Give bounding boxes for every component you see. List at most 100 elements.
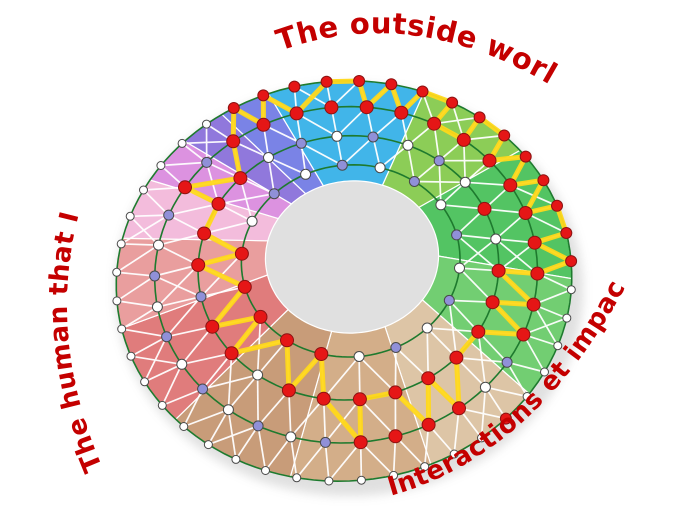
web-line [202, 374, 258, 390]
web-line [183, 388, 204, 427]
web-line [256, 339, 288, 376]
node-r1-17 [353, 435, 368, 450]
node-r3-11 [280, 333, 294, 348]
web-line [256, 374, 259, 426]
web-line [154, 264, 199, 277]
node-r0-29 [157, 400, 167, 410]
web-line [394, 435, 426, 468]
web-line [379, 144, 409, 169]
node-r0-32 [117, 324, 127, 334]
node-r2-23 [233, 171, 248, 186]
node-r2-18 [205, 319, 220, 334]
node-r2-7 [491, 263, 506, 278]
node-r0-26 [231, 454, 241, 464]
node-r1-0 [324, 100, 339, 115]
web-line [290, 398, 325, 438]
node-r0-14 [553, 341, 563, 351]
node-r2-2 [402, 139, 414, 151]
node-r0-42 [257, 89, 270, 102]
node-r0-8 [537, 174, 550, 187]
node-r1-31 [226, 134, 241, 149]
node-r0-27 [203, 440, 213, 450]
node-r1-3 [427, 116, 442, 131]
label-outside-world-text: The outside world [0, 0, 563, 91]
web-line [121, 306, 158, 330]
node-r1-14 [452, 401, 466, 416]
node-r2-20 [191, 258, 206, 272]
web-line [267, 157, 276, 194]
node-r1-10 [526, 297, 541, 312]
node-r1-1 [359, 100, 374, 115]
node-r2-13 [352, 392, 367, 407]
web-line [322, 398, 327, 443]
web-line [257, 389, 290, 427]
node-r0-21 [389, 470, 399, 480]
web-line [484, 386, 507, 420]
node-r0-30 [140, 377, 150, 387]
node-r0-20 [420, 462, 430, 472]
node-r0-15 [540, 367, 549, 377]
node-r2-21 [197, 226, 212, 241]
web-line [160, 161, 207, 167]
node-r2-22 [211, 196, 226, 211]
web-line [458, 267, 494, 303]
web-line [532, 304, 559, 347]
web-line [121, 328, 167, 338]
web-line [116, 271, 155, 277]
web-line [324, 442, 330, 482]
web-line [227, 374, 259, 411]
web-line [506, 361, 528, 397]
web-line [477, 331, 487, 388]
web-line [456, 234, 496, 240]
wheel [112, 75, 583, 496]
node-r3-7 [421, 322, 433, 334]
web-line [143, 336, 168, 383]
node-r3-1 [374, 162, 386, 174]
node-r0-25 [261, 466, 270, 475]
node-r0-33 [112, 296, 122, 306]
web-line [239, 177, 253, 222]
node-r2-16 [252, 369, 264, 381]
web-line [328, 441, 362, 482]
web-line [465, 181, 511, 187]
web-line [453, 408, 460, 455]
node-r0-35 [116, 239, 126, 249]
node-r1-21 [222, 404, 234, 416]
node-r1-19 [285, 431, 297, 443]
node-r1-32 [256, 117, 271, 132]
node-r0-37 [139, 185, 148, 195]
node-r1-23 [176, 358, 188, 370]
node-r2-25 [295, 137, 307, 149]
node-r0-39 [177, 138, 187, 148]
web-line [158, 244, 199, 266]
node-r0-5 [473, 111, 486, 124]
node-r2-11 [421, 371, 436, 386]
node-r2-10 [449, 350, 464, 365]
node-r3-13 [237, 279, 252, 294]
node-r0-34 [112, 267, 122, 277]
web-line [440, 181, 466, 206]
web-line [182, 140, 234, 145]
node-r0-28 [179, 422, 189, 431]
web-line [477, 331, 508, 363]
node-r1-11 [516, 327, 531, 342]
node-r0-2 [385, 78, 398, 91]
web-line [142, 189, 170, 216]
web-line [358, 356, 361, 400]
web-line [341, 136, 374, 166]
web-line [506, 361, 545, 373]
web-line [166, 325, 213, 338]
web-line [323, 355, 360, 400]
node-r0-9 [551, 199, 563, 212]
node-r3-5 [454, 262, 465, 274]
web-line [407, 145, 416, 182]
node-r0-7 [519, 150, 532, 163]
node-r2-17 [224, 346, 239, 361]
web-line [264, 436, 292, 472]
node-r1-28 [163, 209, 175, 221]
node-r2-1 [367, 131, 379, 143]
node-r1-4 [456, 132, 471, 147]
web-line [448, 300, 458, 358]
